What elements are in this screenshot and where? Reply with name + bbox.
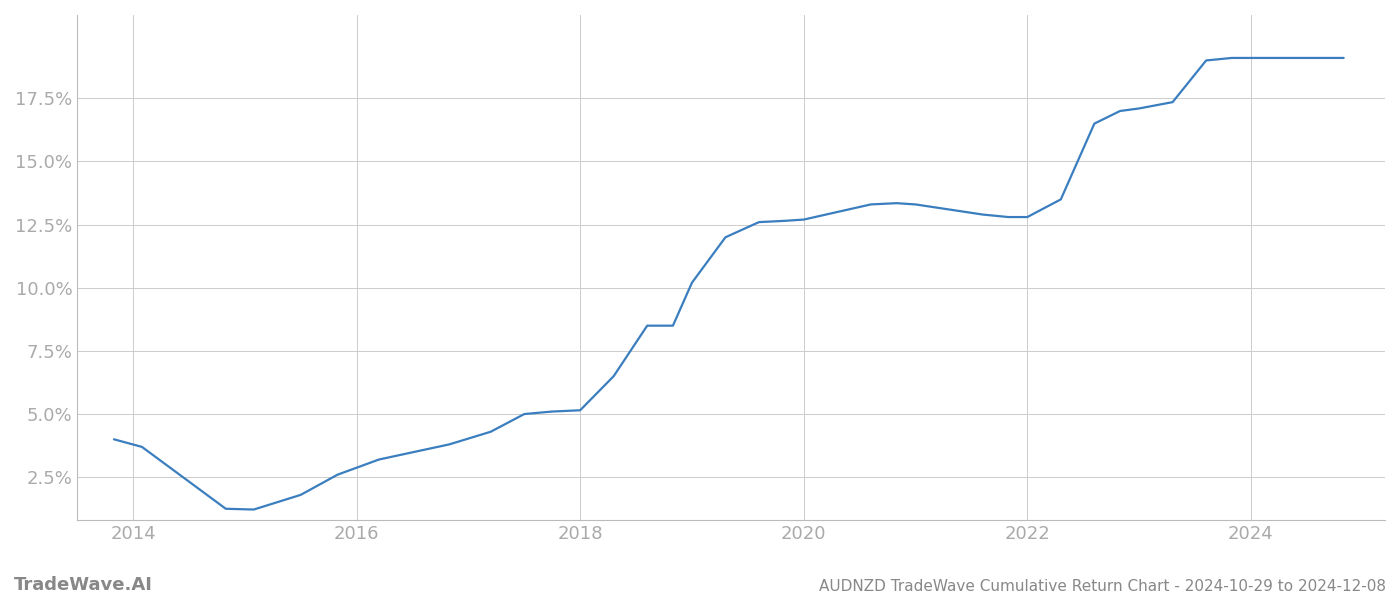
Text: AUDNZD TradeWave Cumulative Return Chart - 2024-10-29 to 2024-12-08: AUDNZD TradeWave Cumulative Return Chart… [819,579,1386,594]
Text: TradeWave.AI: TradeWave.AI [14,576,153,594]
